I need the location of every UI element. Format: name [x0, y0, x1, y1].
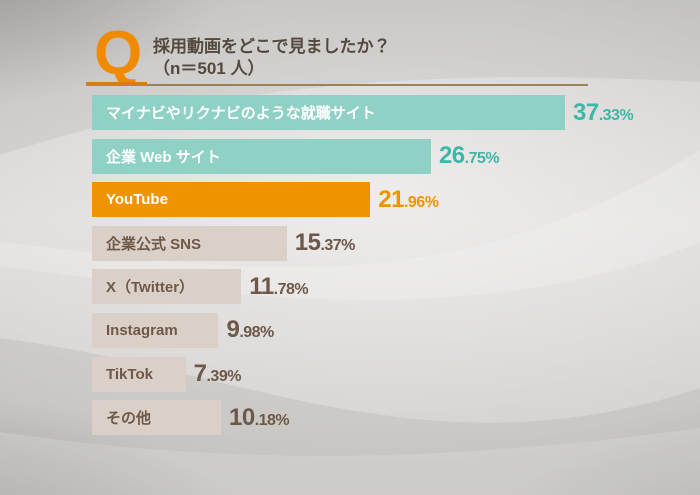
title-underline-rule — [147, 84, 588, 86]
chart-title-line1: 採用動画をどこで見ましたか？ — [153, 37, 391, 56]
percent-integer: 15 — [294, 229, 321, 257]
percent-label: 9.98% — [226, 316, 274, 344]
percent-label: 21.96% — [378, 185, 439, 214]
percent-fraction: .37% — [320, 237, 355, 255]
bar-category-label: YouTube — [106, 191, 168, 209]
bar-category-label: Instagram — [106, 321, 178, 339]
percent-integer: 37 — [573, 98, 599, 126]
bar: YouTube — [92, 182, 371, 218]
bar-category-label: 企業公式 SNS — [106, 235, 202, 253]
bar-chart: マイナビやリクナビのような就職サイト 37.33% 企業 Web サイト 26.75%… — [92, 95, 692, 444]
percent-integer: 11 — [249, 272, 274, 300]
percent-fraction: .96% — [403, 193, 439, 211]
bar-category-label: 企業 Web サイト — [106, 148, 221, 166]
percent-label: 10.18% — [228, 403, 290, 432]
percent-integer: 26 — [438, 142, 465, 170]
bar-row: 企業公式 SNS 15.37% — [92, 225, 692, 261]
percent-label: 11.78% — [249, 273, 308, 301]
bar-row: その他 10.18% — [92, 400, 692, 436]
percent-label: 15.37% — [294, 229, 356, 257]
percent-integer: 10 — [228, 403, 255, 431]
percent-fraction: .75% — [464, 150, 500, 168]
chart-title-sample-size: （n＝501 人） — [153, 59, 265, 78]
bar-category-label: マイナビやリクナビのような就職サイト — [106, 105, 376, 122]
bar: その他 — [92, 400, 221, 436]
bar-category-label: TikTok — [106, 365, 153, 383]
bar-row: Instagram 9.98% — [92, 312, 692, 348]
bar-row: 企業 Web サイト 26.75% — [92, 138, 692, 174]
bar-category-label: その他 — [106, 410, 152, 428]
question-mark-logo: Q — [94, 19, 142, 88]
percent-integer: 7 — [193, 360, 207, 388]
bar: TikTok — [92, 356, 186, 392]
percent-fraction: .33% — [598, 106, 634, 124]
percent-fraction: .78% — [273, 280, 309, 298]
bar: X（Twitter） — [92, 269, 242, 305]
bar-row: YouTube 21.96% — [92, 182, 692, 218]
percent-label: 7.39% — [193, 360, 242, 388]
percent-fraction: .39% — [206, 368, 241, 386]
bar-row: TikTok 7.39% — [92, 356, 692, 392]
bar: Instagram — [92, 312, 219, 348]
bar: 企業 Web サイト — [92, 138, 431, 174]
percent-integer: 9 — [226, 316, 240, 344]
bar: マイナビやリクナビのような就職サイト — [92, 95, 565, 130]
bar-row: マイナビやリクナビのような就職サイト 37.33% — [92, 95, 692, 130]
percent-fraction: .98% — [239, 324, 274, 342]
bar: 企業公式 SNS — [92, 225, 287, 261]
chart-title: 採用動画をどこで見ましたか？ （n＝501 人） — [153, 36, 391, 80]
percent-fraction: .18% — [254, 411, 290, 429]
title-underline-accent — [86, 82, 147, 86]
percent-label: 26.75% — [438, 142, 500, 170]
percent-integer: 21 — [378, 185, 404, 213]
bar-row: X（Twitter） 11.78% — [92, 269, 692, 305]
bar-category-label: X（Twitter） — [106, 279, 195, 297]
percent-label: 37.33% — [573, 98, 634, 127]
